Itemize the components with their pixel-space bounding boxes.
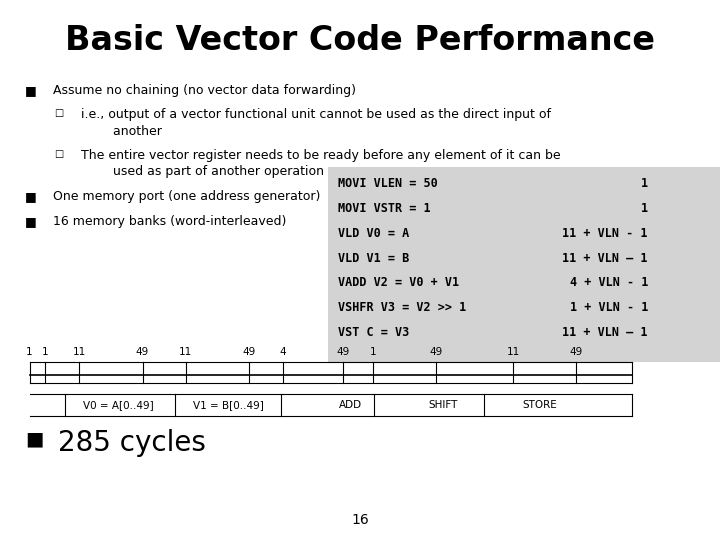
- Text: 11: 11: [179, 347, 192, 357]
- Text: i.e., output of a vector functional unit cannot be used as the direct input of
 : i.e., output of a vector functional unit…: [81, 108, 552, 138]
- Text: 16 memory banks (word-interleaved): 16 memory banks (word-interleaved): [53, 215, 286, 228]
- Text: SHIFT: SHIFT: [429, 400, 458, 410]
- Text: 49: 49: [430, 347, 443, 357]
- Text: ■: ■: [25, 429, 44, 448]
- Text: 11: 11: [73, 347, 86, 357]
- Text: ■: ■: [25, 190, 37, 203]
- Text: V1 = B[0..49]: V1 = B[0..49]: [193, 400, 264, 410]
- Text: VLD V0 = A: VLD V0 = A: [338, 227, 410, 240]
- Text: The entire vector register needs to be ready before any element of it can be
   : The entire vector register needs to be r…: [81, 148, 561, 179]
- Text: 1: 1: [26, 347, 33, 357]
- Text: 11 + VLN – 1: 11 + VLN – 1: [562, 326, 648, 339]
- Text: 1: 1: [369, 347, 377, 357]
- Text: 11 + VLN - 1: 11 + VLN - 1: [562, 227, 648, 240]
- Text: 1 + VLN - 1: 1 + VLN - 1: [570, 301, 648, 314]
- Text: 49: 49: [136, 347, 149, 357]
- Text: VADD V2 = V0 + V1: VADD V2 = V0 + V1: [338, 276, 459, 289]
- Text: Basic Vector Code Performance: Basic Vector Code Performance: [65, 24, 655, 57]
- Text: 285 cycles: 285 cycles: [58, 429, 205, 457]
- Text: VSHFR V3 = V2 >> 1: VSHFR V3 = V2 >> 1: [338, 301, 467, 314]
- Text: STORE: STORE: [523, 400, 557, 410]
- Text: MOVI VLEN = 50: MOVI VLEN = 50: [338, 177, 438, 190]
- Bar: [328, 167, 720, 362]
- Text: 4: 4: [279, 347, 287, 357]
- Text: ■: ■: [25, 84, 37, 97]
- Text: 11 + VLN – 1: 11 + VLN – 1: [562, 252, 648, 265]
- Text: 49: 49: [336, 347, 349, 357]
- Text: 4 + VLN - 1: 4 + VLN - 1: [570, 276, 648, 289]
- Text: 1: 1: [641, 177, 648, 190]
- Text: One memory port (one address generator): One memory port (one address generator): [53, 190, 320, 203]
- Text: MOVI VSTR = 1: MOVI VSTR = 1: [338, 202, 431, 215]
- Text: Assume no chaining (no vector data forwarding): Assume no chaining (no vector data forwa…: [53, 84, 356, 97]
- Text: □: □: [54, 148, 63, 159]
- Text: 49: 49: [243, 347, 256, 357]
- Text: □: □: [54, 108, 63, 118]
- Text: 11: 11: [507, 347, 520, 357]
- Text: 49: 49: [570, 347, 582, 357]
- Text: ADD: ADD: [339, 400, 362, 410]
- Text: VST C = V3: VST C = V3: [338, 326, 410, 339]
- Text: VLD V1 = B: VLD V1 = B: [338, 252, 410, 265]
- Text: 16: 16: [351, 512, 369, 526]
- Text: 1: 1: [641, 202, 648, 215]
- Text: V0 = A[0..49]: V0 = A[0..49]: [84, 400, 154, 410]
- Text: ■: ■: [25, 215, 37, 228]
- Text: 1: 1: [42, 347, 49, 357]
